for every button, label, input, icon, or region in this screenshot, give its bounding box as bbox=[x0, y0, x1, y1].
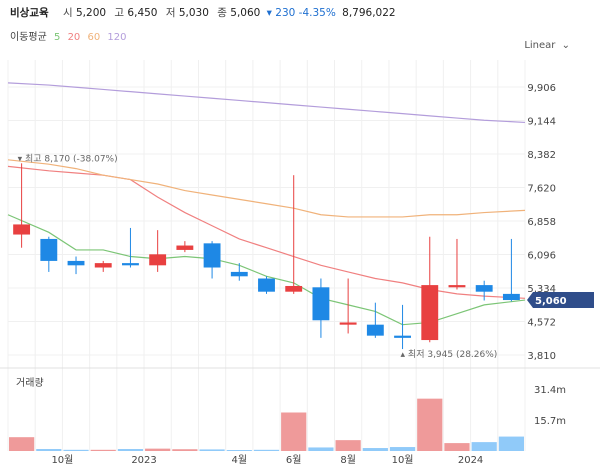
current-price-label: 5,060 bbox=[535, 296, 567, 307]
candle-body bbox=[285, 285, 303, 292]
change-value: ▾ 230 -4.35% bbox=[266, 7, 336, 19]
price-tick-label: 7,620 bbox=[527, 184, 556, 195]
close-value: 5,060 bbox=[230, 7, 261, 19]
x-tick-label: 2023 bbox=[131, 455, 156, 466]
min-price-annotation: ▴ 최저 3,945 (28.26%) bbox=[401, 349, 498, 360]
x-tick-label: 8월 bbox=[340, 454, 356, 466]
ma60-line bbox=[7, 159, 526, 218]
volume-bar bbox=[63, 449, 89, 451]
candle-body bbox=[94, 263, 112, 268]
price-tick-label: 3,810 bbox=[527, 351, 556, 362]
close-label: 종 bbox=[217, 7, 227, 19]
volume-tick-label: 31.4m bbox=[534, 385, 566, 396]
x-tick-label: 10월 bbox=[392, 454, 414, 466]
low-value: 5,030 bbox=[178, 7, 209, 19]
candle-body bbox=[176, 245, 194, 250]
volume-bar bbox=[226, 450, 252, 451]
price-tick-label: 5,334 bbox=[527, 284, 556, 295]
price-tick-label: 9,906 bbox=[527, 83, 556, 94]
scale-mode-dropdown[interactable]: Linear ⌄ bbox=[524, 40, 570, 51]
price-tick-label: 8,382 bbox=[527, 150, 556, 161]
ma20-label: 20 bbox=[67, 32, 81, 43]
ma5-label: 5 bbox=[54, 32, 61, 43]
ma120-label: 120 bbox=[107, 32, 127, 43]
candle-body bbox=[40, 238, 58, 261]
volume-panel-title: 거래량 bbox=[16, 378, 44, 389]
volume-bar bbox=[417, 398, 443, 451]
volume-tick-label: 15.7m bbox=[534, 416, 566, 427]
candle-body bbox=[230, 271, 248, 277]
volume-bar bbox=[444, 443, 470, 451]
volume-bar bbox=[362, 448, 388, 451]
ma5-line bbox=[7, 214, 526, 326]
volume-bar bbox=[281, 412, 307, 451]
stock-header: 비상교육 시 5,200 고 6,450 저 5,030 종 5,060 ▾ 2… bbox=[10, 5, 396, 20]
open-value: 5,200 bbox=[76, 7, 107, 19]
low-label: 저 bbox=[165, 7, 176, 19]
price-tick-label: 6,096 bbox=[527, 251, 556, 262]
open-label: 시 bbox=[62, 7, 73, 19]
price-tick-label: 9,144 bbox=[527, 117, 556, 128]
volume-bar bbox=[172, 449, 198, 451]
chevron-down-icon: ⌄ bbox=[561, 40, 570, 51]
volume-bar bbox=[145, 448, 171, 451]
ma60-label: 60 bbox=[87, 32, 101, 43]
candle-body bbox=[258, 278, 275, 292]
volume-bar bbox=[471, 442, 497, 451]
price-tick-label: 6,858 bbox=[527, 217, 556, 228]
volume-bar bbox=[389, 447, 416, 451]
high-label: 고 bbox=[114, 7, 125, 19]
volume-bar bbox=[498, 436, 524, 451]
moving-average-legend[interactable]: 이동평균 5 20 60 120 bbox=[10, 28, 131, 43]
volume-bar bbox=[90, 449, 116, 451]
current-price-tag bbox=[527, 292, 594, 309]
candle-body bbox=[122, 263, 139, 266]
max-price-annotation: ▾ 최고 8,170 (-38.07%) bbox=[18, 153, 118, 164]
volume-bar bbox=[36, 449, 62, 451]
volume-bar bbox=[9, 437, 35, 451]
candle-body bbox=[502, 293, 520, 301]
volume-value: 8,796,022 bbox=[342, 7, 396, 19]
x-tick-label: 4월 bbox=[232, 454, 248, 466]
high-value: 6,450 bbox=[127, 7, 158, 19]
candle-body bbox=[366, 324, 384, 336]
candle-body bbox=[149, 254, 167, 266]
x-tick-label: 10월 bbox=[51, 454, 73, 466]
moving-average-label: 이동평균 bbox=[10, 32, 47, 43]
volume-bar bbox=[335, 440, 361, 451]
candle-body bbox=[67, 260, 85, 266]
candle-body bbox=[475, 285, 493, 292]
ma120-line bbox=[7, 82, 526, 124]
candle-body bbox=[421, 285, 439, 341]
volume-bar bbox=[308, 447, 334, 451]
candle-body bbox=[339, 322, 357, 325]
x-tick-label: 6월 bbox=[286, 454, 302, 466]
candle-body bbox=[312, 287, 330, 321]
candle-body bbox=[13, 224, 31, 235]
x-tick-label: 2024 bbox=[458, 455, 483, 466]
candle-body bbox=[394, 335, 411, 338]
stock-name: 비상교육 bbox=[10, 7, 49, 19]
scale-mode-label: Linear bbox=[524, 40, 556, 51]
price-tick-label: 4,572 bbox=[527, 318, 556, 329]
volume-bar bbox=[253, 449, 280, 451]
volume-bar bbox=[117, 449, 144, 451]
candle-body bbox=[448, 285, 466, 288]
candle-body bbox=[203, 243, 221, 268]
volume-bar bbox=[199, 449, 225, 451]
